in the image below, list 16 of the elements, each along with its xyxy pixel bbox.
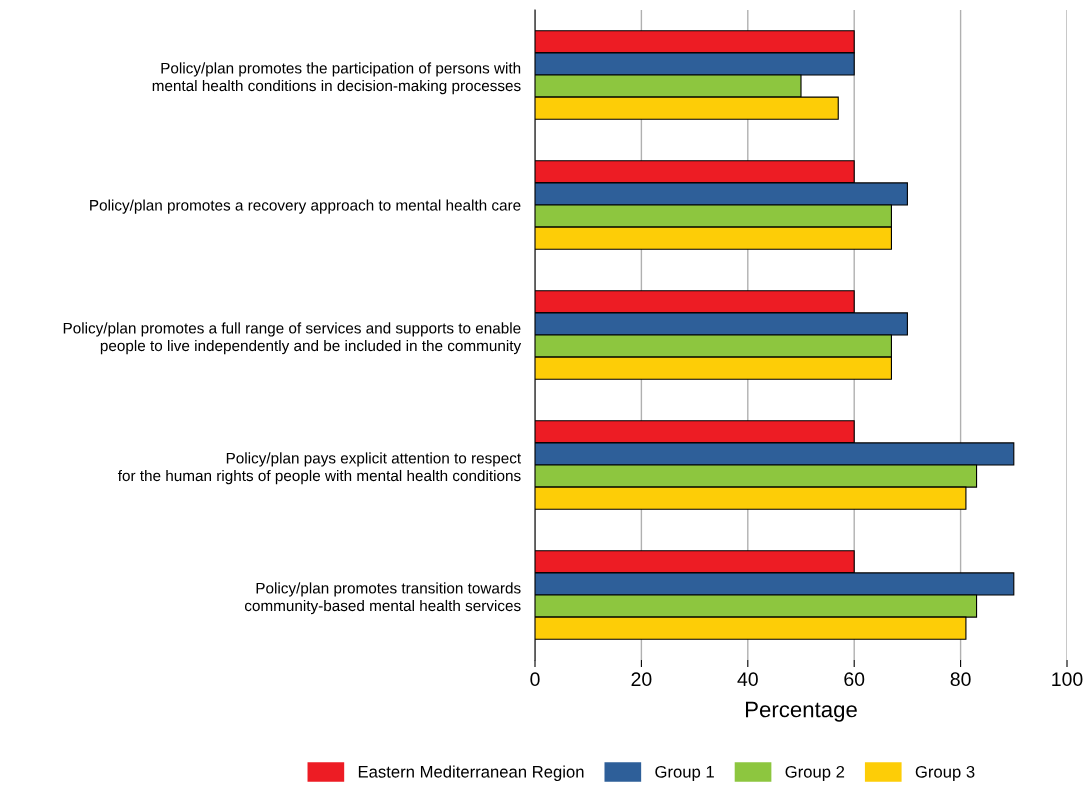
y-tick-label: Policy/plan promotes transition towards community-based mental health services bbox=[244, 582, 521, 615]
x-tick-label: 40 bbox=[737, 672, 758, 687]
legend-label: Group 2 bbox=[785, 765, 845, 781]
y-tick-label: Policy/plan promotes a recovery approach to mental health care bbox=[90, 199, 521, 214]
y-tick-label: Policy/plan promotes a full range of services and supports to enable people to live independently and be included in the community bbox=[63, 322, 522, 355]
x-tick-label: 100 bbox=[1052, 672, 1083, 687]
x-tick-label: 20 bbox=[631, 672, 652, 687]
x-tick-label: 80 bbox=[950, 672, 971, 687]
x-tick-label: 60 bbox=[844, 672, 865, 687]
x-tick-label: 0 bbox=[530, 672, 540, 687]
legend-label: Group 1 bbox=[655, 765, 714, 781]
legend-label: Eastern Mediterranean Region bbox=[358, 765, 584, 781]
y-tick-label: Policy/plan pays explicit attention to respect for the human rights of people with mental health conditions bbox=[117, 452, 522, 485]
x-axis-title: Percentage bbox=[746, 701, 857, 722]
y-tick-label: Policy/plan promotes the participation of persons with mental health conditions in decision-making processes bbox=[152, 62, 521, 95]
legend-label: Group 3 bbox=[915, 765, 975, 781]
